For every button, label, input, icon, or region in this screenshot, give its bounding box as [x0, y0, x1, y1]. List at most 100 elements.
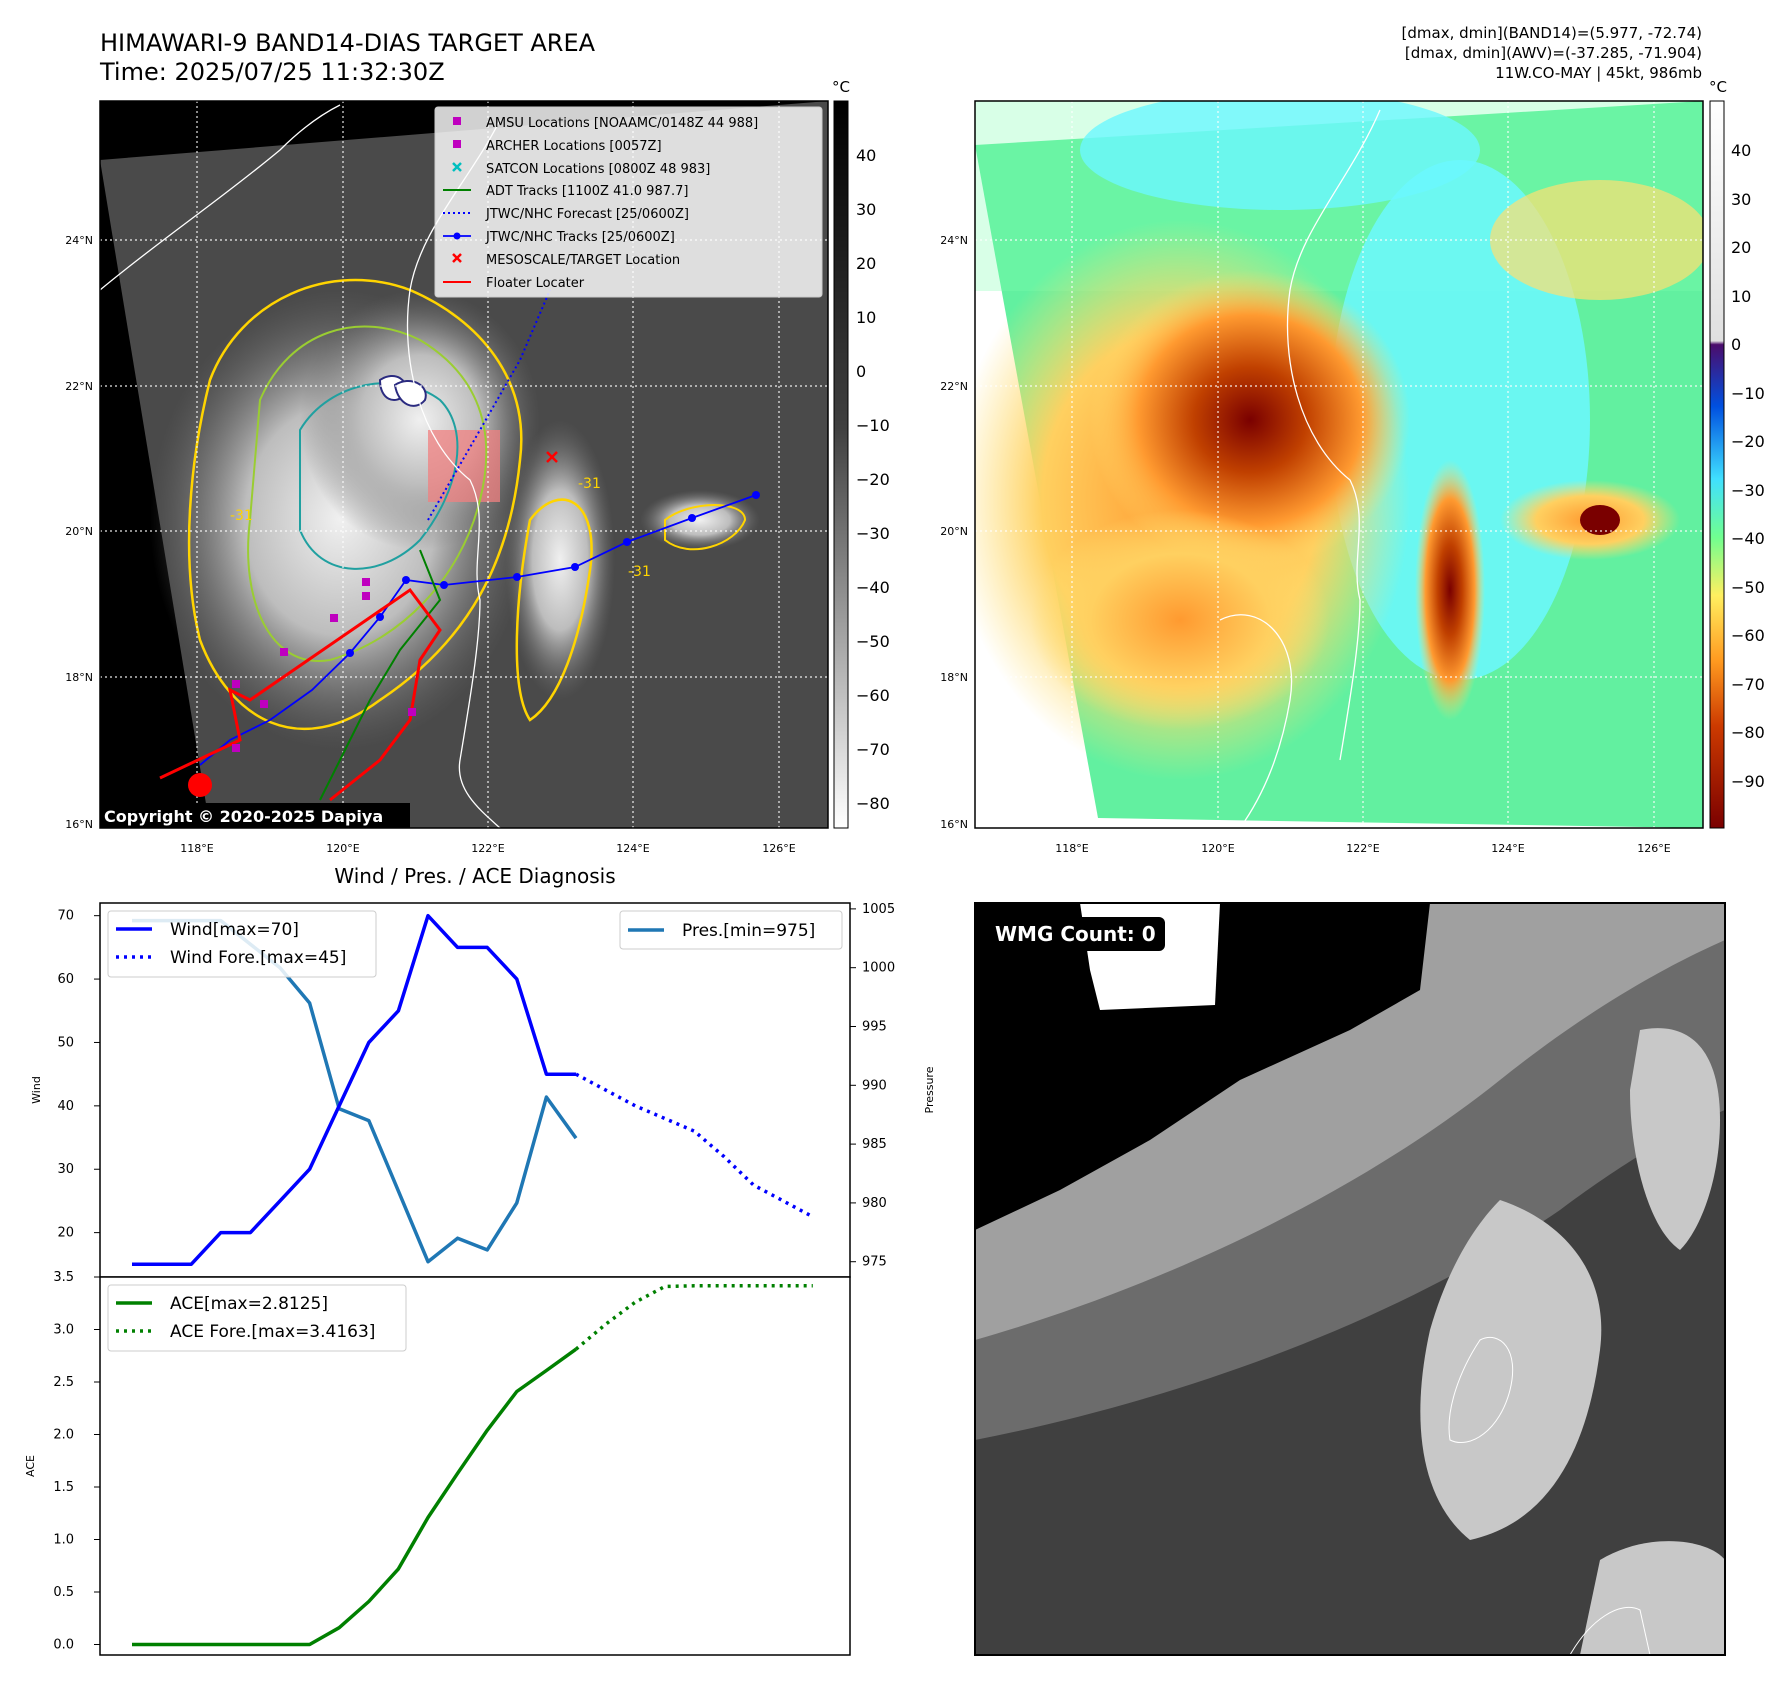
- lat-tick: 20°N: [65, 525, 93, 538]
- wind-tick-label: 40: [57, 1099, 74, 1114]
- pressure-tick-label: 990: [862, 1078, 887, 1093]
- lon-ticks-right: 118°E 120°E 122°E 124°E 126°E: [1055, 842, 1670, 855]
- diagnosis-title: Wind / Pres. / ACE Diagnosis: [334, 864, 615, 888]
- color-colorbar: °C 40 30 20 10 0 −10 −20 −30 −40 −50 −60…: [1709, 78, 1765, 829]
- colorbar-tick: −30: [856, 524, 890, 543]
- ace-chart: ACE 0.0 0.5 1.0 1.5 2.0 2.5 3.0 3.5 ACE[max=2.8…: [24, 1270, 851, 1656]
- lat-tick: 24°N: [940, 234, 968, 247]
- ace-tick-label: 3.0: [53, 1323, 74, 1338]
- pressure-ylabel: Pressure: [923, 1066, 936, 1113]
- lat-tick: 16°N: [65, 818, 93, 831]
- ace-legend: ACE[max=2.8125] ACE Fore.[max=3.4163]: [107, 1284, 407, 1352]
- lat-tick: 20°N: [940, 525, 968, 538]
- colorbar-tick: −80: [856, 794, 890, 813]
- ace-tick-label: 0.5: [53, 1585, 74, 1600]
- legend-wind-forecast: Wind Fore.[max=45]: [116, 948, 346, 968]
- colorbar-tick: 10: [1731, 287, 1751, 306]
- colorbar-tick: −50: [856, 632, 890, 651]
- ir-map-frame: [99, 100, 829, 829]
- legend-jtwc-tracks: JTWC/NHC Tracks [25/0600Z]: [443, 230, 675, 245]
- lat-tick: 18°N: [940, 671, 968, 684]
- colorbar-ticks: 40 30 20 10 0 −10 −20 −30 −40 −50 −60 −7…: [856, 146, 890, 813]
- pressure-tick-label: 975: [862, 1255, 887, 1270]
- lon-tick: 124°E: [1491, 842, 1524, 855]
- pressure-tick-label: 985: [862, 1137, 887, 1152]
- colorbar-tick: 20: [1731, 238, 1751, 257]
- legend-marker: [453, 117, 461, 125]
- pressure-tick-label: 1005: [862, 902, 895, 917]
- lon-tick: 124°E: [616, 842, 649, 855]
- lon-tick: 126°E: [1637, 842, 1670, 855]
- wind-legend: Wind[max=70] Wind Fore.[max=45]: [107, 910, 377, 978]
- colorbar-tick: 10: [856, 308, 876, 327]
- colorbar-tick: −80: [1731, 723, 1765, 742]
- contour-label: -31: [230, 508, 253, 524]
- colorbar-tick: −70: [1731, 675, 1765, 694]
- lat-tick: 22°N: [65, 380, 93, 393]
- legend-label: Pres.[min=975]: [682, 921, 815, 941]
- legend-floater: Floater Locater: [443, 276, 585, 291]
- colorbar-tick: 30: [1731, 190, 1751, 209]
- pressure-yticks: 975 980 985 990 995 1000 1005: [850, 902, 895, 1270]
- colorbar-scale: [1709, 100, 1725, 829]
- pressure-tick-label: 995: [862, 1019, 887, 1034]
- wind-yticks: 20 30 40 50 60 70: [57, 909, 100, 1241]
- ace-tick-label: 2.0: [53, 1428, 74, 1443]
- legend-ace-forecast: ACE Fore.[max=3.4163]: [116, 1322, 375, 1342]
- ace-tick-label: 1.0: [53, 1533, 74, 1548]
- storm-info: 11W.CO-MAY | 45kt, 986mb: [1495, 64, 1702, 82]
- colorbar-tick: −30: [1731, 481, 1765, 500]
- lon-tick: 120°E: [1201, 842, 1234, 855]
- lat-tick: 18°N: [65, 671, 93, 684]
- wind-line: [132, 913, 576, 1267]
- legend-marker: [452, 162, 462, 172]
- map-legend: AMSU Locations [NOAAMC/0148Z 44 988] ARC…: [434, 106, 823, 298]
- ace-yticks: 0.0 0.5 1.0 1.5 2.0 2.5 3.0 3.5: [53, 1270, 100, 1653]
- lat-tick: 24°N: [65, 234, 93, 247]
- legend-label: Wind Fore.[max=45]: [170, 948, 346, 968]
- ace-tick-label: 2.5: [53, 1375, 74, 1390]
- figure-title: HIMAWARI-9 BAND14-DIAS TARGET AREA: [100, 29, 596, 57]
- colorbar-unit: °C: [832, 78, 850, 96]
- ace-tick-label: 1.5: [53, 1480, 74, 1495]
- ace-forecast-line: [574, 1284, 813, 1351]
- colorbar-tick: −60: [856, 686, 890, 705]
- stats-band14: [dmax, dmin](BAND14)=(5.977, -72.74): [1402, 24, 1702, 42]
- colorbar-scale: [833, 100, 849, 829]
- colorbar-tick: 30: [856, 200, 876, 219]
- colorbar-tick: −40: [856, 578, 890, 597]
- colorbar-tick: −60: [1731, 626, 1765, 645]
- ace-tick-label: 3.5: [53, 1270, 74, 1285]
- legend-label: ARCHER Locations [0057Z]: [486, 139, 662, 154]
- legend-ace: ACE[max=2.8125]: [116, 1294, 328, 1314]
- pressure-legend: Pres.[min=975]: [619, 910, 843, 950]
- legend-marker: [452, 253, 462, 263]
- colorbar-tick: −40: [1731, 529, 1765, 548]
- colorbar-tick: −20: [856, 470, 890, 489]
- legend-jtwc-forecast: JTWC/NHC Forecast [25/0600Z]: [443, 207, 689, 222]
- wind-pressure-chart: Wind / Pres. / ACE Diagnosis Wind Pressu…: [30, 864, 936, 1278]
- wind-tick-label: 30: [57, 1162, 74, 1177]
- wind-ylabel: Wind: [30, 1076, 43, 1104]
- wmg-count-badge: [987, 917, 1165, 951]
- colorbar-tick: 40: [856, 146, 876, 165]
- wind-tick-label: 60: [57, 972, 74, 987]
- gray-colorbar: °C 40 30 20 10 0 −10 −20 −30 −40 −50 −60…: [832, 78, 890, 829]
- legend-label: Floater Locater: [486, 276, 585, 291]
- colorbar-tick: −20: [1731, 432, 1765, 451]
- ace-ylabel: ACE: [24, 1455, 37, 1477]
- contour-labels: -31 -31 -31: [230, 476, 651, 580]
- enhanced-map-panel: 24°N 22°N 20°N 18°N 16°N 118°E 120°E 122…: [940, 100, 1704, 855]
- lon-tick: 122°E: [471, 842, 504, 855]
- legend-satcon: SATCON Locations [0800Z 48 983]: [452, 162, 710, 177]
- lon-ticks-left: 118°E 120°E 122°E 124°E 126°E: [180, 842, 795, 855]
- colorbar-ticks: 40 30 20 10 0 −10 −20 −30 −40 −50 −60 −7…: [1731, 141, 1765, 791]
- lon-tick: 118°E: [1055, 842, 1088, 855]
- contour-label: -31: [578, 476, 601, 492]
- lat-tick: 22°N: [940, 380, 968, 393]
- colorbar-tick: 40: [1731, 141, 1751, 160]
- colorbar-tick: −50: [1731, 578, 1765, 597]
- enhanced-map-frame: [974, 100, 1704, 829]
- wind-forecast-line: [575, 1072, 814, 1219]
- legend-label: ADT Tracks [1100Z 41.0 987.7]: [486, 184, 688, 199]
